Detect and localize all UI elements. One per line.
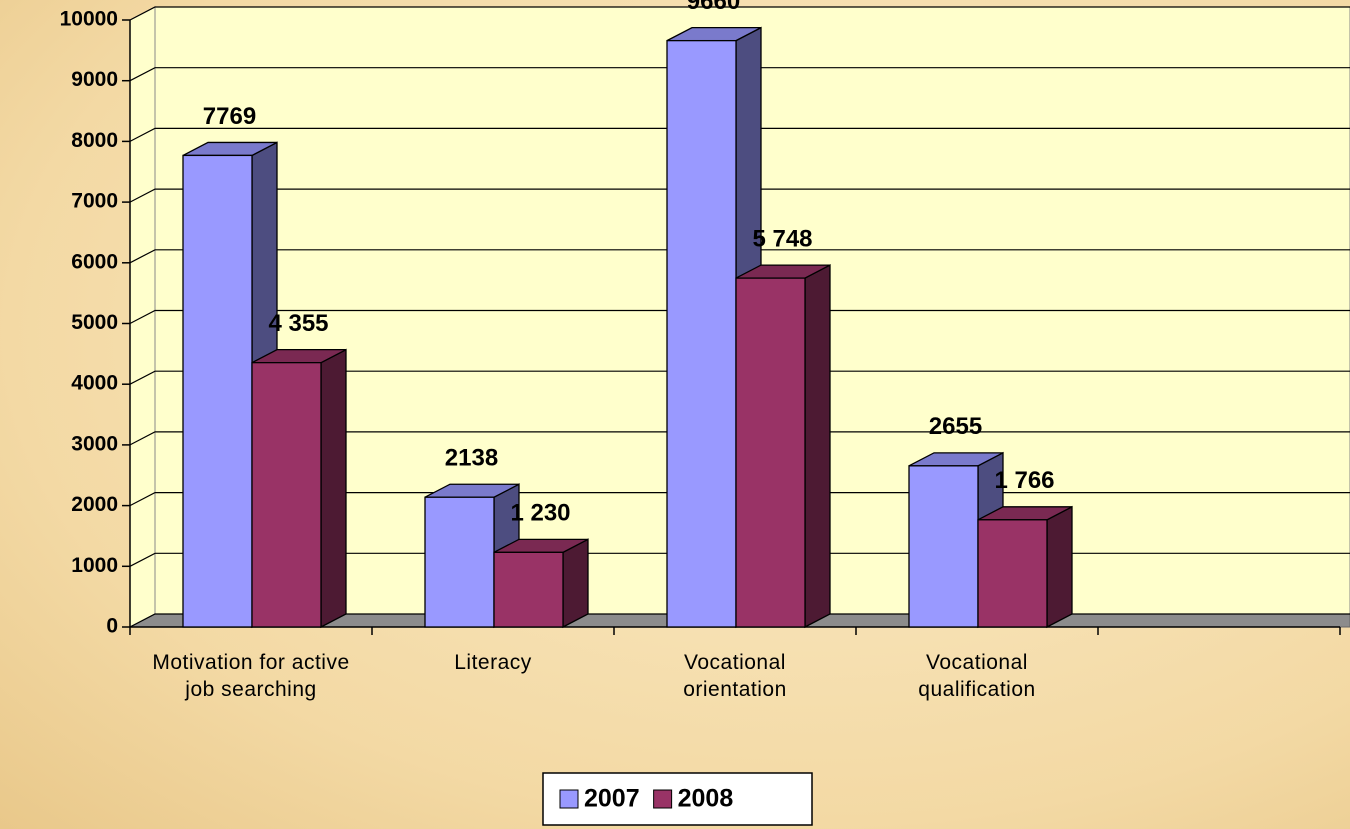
bar-side	[563, 539, 588, 627]
data-label: 5 748	[752, 225, 812, 252]
data-label: 7769	[203, 103, 256, 130]
legend: 2007 2008	[543, 773, 812, 825]
y-tick-label: 5000	[71, 311, 118, 334]
y-tick-label: 7000	[71, 190, 118, 213]
y-tick-label: 4000	[71, 372, 118, 395]
y-tick-label: 2000	[71, 493, 118, 516]
page: 0 1000 2000 3000 4000 5000 6000 7000 8000 9000 100…	[0, 0, 1350, 829]
bar	[667, 41, 736, 627]
bar-side	[321, 350, 346, 627]
x-tick-label: Motivation for active job searching	[146, 649, 356, 703]
x-tick-label: Vocational qualification	[872, 649, 1082, 703]
bar	[425, 497, 494, 627]
y-tick-label: 9000	[71, 68, 118, 91]
bar	[252, 363, 321, 627]
y-tick-label: 8000	[71, 129, 118, 152]
data-label: 2655	[929, 413, 982, 440]
bar	[736, 278, 805, 627]
bar-side	[1047, 507, 1072, 627]
y-tick-label: 3000	[71, 432, 118, 455]
chart: 0 1000 2000 3000 4000 5000 6000 7000 8000 9000 100…	[0, 0, 1350, 829]
data-label: 9660	[687, 0, 740, 15]
bar	[909, 466, 978, 627]
x-tick-label: Vocational orientation	[630, 649, 840, 703]
bar-side	[805, 265, 830, 627]
y-tick-label: 1000	[71, 554, 118, 577]
data-label: 1 230	[510, 500, 570, 527]
y-tick-label: 6000	[71, 250, 118, 273]
data-label: 1 766	[994, 467, 1054, 494]
bar	[494, 552, 563, 627]
legend-label: 2008	[678, 785, 734, 813]
bar	[183, 155, 252, 627]
bar	[978, 520, 1047, 627]
data-label: 4 355	[268, 310, 328, 337]
legend-swatch	[654, 790, 672, 808]
legend-swatch	[560, 790, 578, 808]
legend-label: 2007	[584, 785, 640, 813]
data-label: 2138	[445, 445, 498, 472]
y-tick-label: 0	[106, 615, 118, 638]
y-tick-label: 10000	[60, 8, 118, 31]
x-tick-label: Literacy	[388, 649, 598, 676]
